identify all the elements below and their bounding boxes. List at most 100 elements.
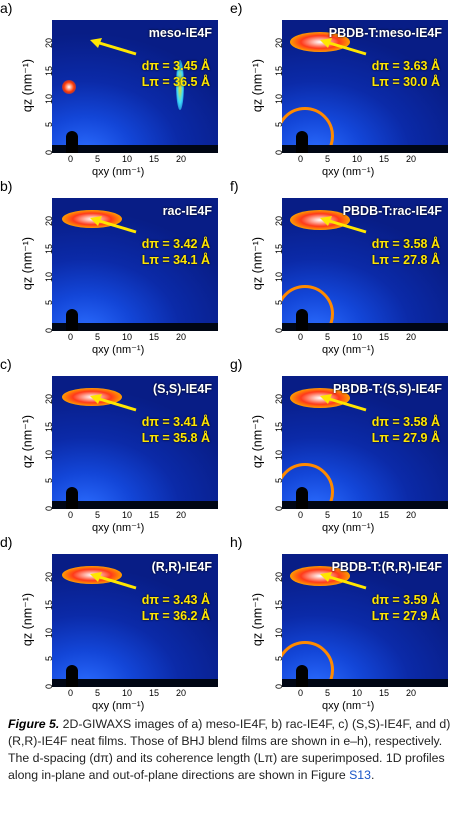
x-tick-label: 15 [149,688,160,698]
panel-e: e) qz (nm⁻¹) 0 5 10 15 20 PBDB-T:meso-IE4F d… [230,0,455,178]
arrow-icon [90,38,137,56]
giwaxs-image: meso-IE4F dπ = 3.45 Å Lπ = 36.5 Å [52,20,218,153]
giwaxs-image: rac-IE4F dπ = 3.42 Å Lπ = 34.1 Å [52,198,218,331]
x-tick-label: 10 [352,510,363,520]
x-tick-label: 15 [149,510,160,520]
pi-values: dπ = 3.58 Å Lπ = 27.9 Å [372,414,440,446]
x-axis: 0 5 10 15 20 qxy (nm⁻¹) [52,688,218,712]
caption-figure-number: Figure 5. [8,717,60,731]
arrow-icon [90,394,137,412]
sample-title: PBDB-T:rac-IE4F [342,204,442,218]
coherence-length-value: Lπ = 35.8 Å [141,431,210,445]
pi-stacking-peak [290,388,350,408]
x-tick-label: 0 [298,510,304,520]
x-tick-label: 0 [68,154,74,164]
coherence-length-value: Lπ = 34.1 Å [141,253,210,267]
y-axis: qz (nm⁻¹) 0 5 10 15 20 [18,198,55,333]
y-axis: qz (nm⁻¹) 0 5 10 15 20 [248,376,285,511]
arrow-icon [320,38,367,56]
beam-stop [296,665,308,687]
coherence-length-value: Lπ = 27.9 Å [371,609,440,623]
giwaxs-image: (R,R)-IE4F dπ = 3.43 Å Lπ = 36.2 Å [52,554,218,687]
x-tick-label: 5 [95,154,101,164]
x-axis-label: qxy (nm⁻¹) [92,166,145,178]
x-axis-label: qxy (nm⁻¹) [322,166,375,178]
x-tick-label: 0 [298,332,304,342]
x-axis-label: qxy (nm⁻¹) [92,522,145,534]
y-axis-label: qz (nm⁻¹) [20,58,35,113]
lamellar-ring [282,285,334,331]
beam-stop [66,131,78,153]
x-tick-label: 0 [298,688,304,698]
lamellar-ring [282,107,334,153]
x-tick-label: 5 [325,510,331,520]
x-axis: 0 5 10 15 20 qxy (nm⁻¹) [282,688,448,712]
y-axis: qz (nm⁻¹) 0 5 10 15 20 [248,198,285,333]
caption-link-s13[interactable]: S13 [349,768,371,782]
x-tick-label: 20 [406,510,417,520]
y-axis: qz (nm⁻¹) 0 5 10 15 20 [18,20,55,155]
d-spacing-value: dπ = 3.58 Å [371,415,440,429]
x-tick-label: 15 [149,332,160,342]
beam-stop [66,487,78,509]
pi-values: dπ = 3.45 Å Lπ = 36.5 Å [142,58,210,90]
figure-caption: Figure 5. 2D-GIWAXS images of a) meso-IE… [8,716,453,784]
horizon-band [52,501,218,509]
sample-title: (S,S)-IE4F [152,382,212,396]
horizon-band [52,323,218,331]
panel-c: c) qz (nm⁻¹) 0 5 10 15 20 (S,S)-IE4F dπ = 3.… [0,356,225,534]
x-tick-label: 5 [95,332,101,342]
panel-h: h) qz (nm⁻¹) 0 5 10 15 20 PBDB-T:(R,R)-IE4F … [230,534,455,712]
coherence-length-value: Lπ = 36.2 Å [141,609,210,623]
panel-f: f) qz (nm⁻¹) 0 5 10 15 20 PBDB-T:rac-IE4F dπ… [230,178,455,356]
x-tick-label: 5 [325,332,331,342]
pi-values: dπ = 3.59 Å Lπ = 27.9 Å [372,592,440,624]
x-tick-label: 10 [352,688,363,698]
panel-label: e) [230,0,243,16]
x-tick-label: 0 [68,510,74,520]
beam-stop [296,309,308,331]
d-spacing-value: dπ = 3.63 Å [371,59,440,73]
x-tick-label: 20 [176,332,187,342]
beam-stop [296,487,308,509]
sample-title: PBDB-T:(S,S)-IE4F [332,382,442,396]
x-axis: 0 5 10 15 20 qxy (nm⁻¹) [52,510,218,534]
x-tick-label: 5 [325,154,331,164]
y-axis-label: qz (nm⁻¹) [250,414,265,469]
coherence-length-value: Lπ = 27.9 Å [371,431,440,445]
x-tick-label: 10 [352,332,363,342]
x-tick-label: 10 [352,154,363,164]
sample-title: PBDB-T:(R,R)-IE4F [331,560,442,574]
coherence-length-value: Lπ = 30.0 Å [371,75,440,89]
giwaxs-image: PBDB-T:meso-IE4F dπ = 3.63 Å Lπ = 30.0 Å [282,20,448,153]
x-axis: 0 5 10 15 20 qxy (nm⁻¹) [52,332,218,356]
horizon-band [52,679,218,687]
horizon-band [282,145,448,153]
x-tick-label: 10 [122,688,133,698]
x-tick-label: 20 [176,510,187,520]
horizon-band [282,679,448,687]
giwaxs-image: PBDB-T:rac-IE4F dπ = 3.58 Å Lπ = 27.8 Å [282,198,448,331]
x-axis: 0 5 10 15 20 qxy (nm⁻¹) [282,332,448,356]
diffraction-spot [62,80,76,94]
x-axis: 0 5 10 15 20 qxy (nm⁻¹) [52,154,218,178]
panel-label: f) [230,178,239,194]
lamellar-ring [282,463,334,509]
d-spacing-value: dπ = 3.41 Å [141,415,210,429]
y-axis-label: qz (nm⁻¹) [20,592,35,647]
x-tick-label: 15 [379,332,390,342]
x-tick-label: 5 [95,510,101,520]
sample-title: meso-IE4F [148,26,212,40]
x-tick-label: 20 [176,688,187,698]
giwaxs-image: (S,S)-IE4F dπ = 3.41 Å Lπ = 35.8 Å [52,376,218,509]
x-tick-label: 5 [325,688,331,698]
x-axis-label: qxy (nm⁻¹) [92,700,145,712]
coherence-length-value: Lπ = 27.8 Å [371,253,440,267]
y-axis: qz (nm⁻¹) 0 5 10 15 20 [248,554,285,689]
panel-a: a) qz (nm⁻¹) 0 5 10 15 20 meso-IE4F dπ = 3.4… [0,0,225,178]
x-tick-label: 0 [68,688,74,698]
x-tick-label: 15 [149,154,160,164]
sample-title: PBDB-T:meso-IE4F [328,26,442,40]
y-axis: qz (nm⁻¹) 0 5 10 15 20 [18,376,55,511]
d-spacing-value: dπ = 3.58 Å [371,237,440,251]
